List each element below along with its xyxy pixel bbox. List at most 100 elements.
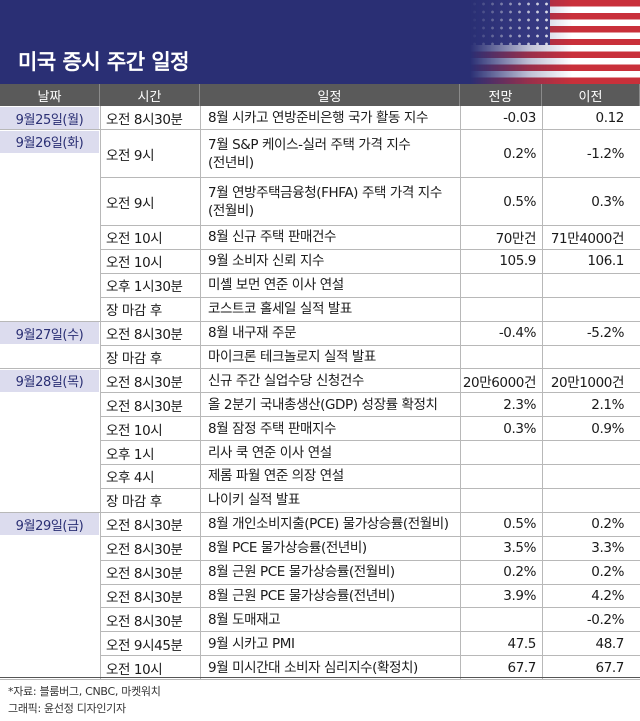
row-divider [100, 631, 640, 633]
date-label: 9월28일(목) [0, 369, 99, 392]
forecast-cell: 0.2% [503, 145, 536, 162]
row-divider [100, 607, 640, 609]
table-row: 오전 9시 7월 연방주택금융청(FHFA) 주택 가격 지수 (전월비) 0.5% 0… [0, 178, 640, 226]
previous-cell: 20만1000건 [550, 374, 625, 391]
time-cell: 오전 8시30분 [106, 566, 183, 583]
row-divider [100, 392, 640, 394]
table-row: 오전 8시30분 8월 근원 PCE 물가상승률(전월비) 0.2% 0.2% [0, 560, 640, 584]
column-header-date: 날짜 [0, 84, 100, 106]
table-row: 오전 10시 9월 소비자 신뢰 지수 105.9 106.1 [0, 249, 640, 273]
time-cell: 오전 8시30분 [106, 111, 183, 128]
previous-cell: 4.2% [591, 587, 624, 604]
event-cell: 제롬 파월 연준 의장 연설 [208, 468, 344, 485]
previous-cell [542, 488, 640, 512]
forecast-cell: 70만건 [495, 231, 537, 248]
previous-cell [542, 441, 640, 465]
time-cell: 장 마감 후 [106, 494, 162, 511]
row-divider [100, 535, 640, 537]
event-cell: 8월 도매재고 [208, 611, 281, 628]
table-row: 오전 8시30분 8월 내구재 주문 -0.4% -5.2% [0, 321, 640, 345]
time-cell: 오전 8시30분 [106, 542, 183, 559]
forecast-cell: 0.2% [503, 564, 536, 581]
event-cell: 미셸 보먼 연준 이사 연설 [208, 277, 344, 294]
event-cell: 9월 소비자 신뢰 지수 [208, 253, 325, 270]
forecast-cell [460, 273, 542, 297]
previous-cell: 67.7 [595, 659, 625, 676]
table-row: 장 마감 후 마이크론 테크놀로지 실적 발표 [0, 345, 640, 369]
row-divider [100, 416, 640, 418]
event-cell: 코스트코 홀세일 실적 발표 [208, 301, 352, 318]
table-row: 오전 10시 8월 신규 주택 판매건수 70만건 71만4000건 [0, 226, 640, 250]
event-line-2: (전월비) [208, 202, 254, 219]
forecast-cell: 67.7 [507, 659, 537, 676]
event-cell: 8월 잠정 주택 판매지수 [208, 420, 337, 437]
time-cell: 오후 4시 [106, 470, 155, 487]
time-cell: 오전 10시 [106, 661, 163, 678]
column-header-forecast: 전망 [460, 84, 542, 106]
row-divider [100, 368, 640, 370]
table-row: 오전 10시 9월 미시간대 소비자 심리지수(확정치) 67.7 67.7 [0, 656, 640, 680]
time-cell: 오전 9시 [106, 147, 155, 164]
event-cell: 8월 근원 PCE 물가상승률(전월비) [208, 564, 395, 581]
event-cell: 8월 PCE 물가상승률(전년비) [208, 540, 367, 557]
forecast-cell: 0.5% [503, 516, 536, 533]
table-row: 오전 8시30분 8월 개인소비지출(PCE) 물가상승률(전월비) 0.5% 0.2… [0, 512, 640, 536]
column-header-previous: 이전 [542, 84, 640, 106]
previous-cell: 71만4000건 [550, 231, 625, 248]
previous-cell: 3.3% [591, 540, 624, 557]
date-label: 9월26일(화) [0, 130, 99, 153]
time-cell: 오전 10시 [106, 231, 163, 248]
previous-cell [542, 345, 640, 369]
column-header-event: 일정 [200, 84, 460, 106]
event-cell: 8월 개인소비지출(PCE) 물가상승률(전월비) [208, 516, 449, 533]
date-label: 9월25일(월) [0, 107, 99, 129]
event-cell: 8월 신규 주택 판매건수 [208, 229, 337, 246]
time-cell: 오전 8시30분 [106, 374, 183, 391]
row-divider [100, 679, 640, 681]
table-row: 오전 8시30분 8월 근원 PCE 물가상승률(전년비) 3.9% 4.2% [0, 584, 640, 608]
time-cell: 오후 1시 [106, 446, 155, 463]
table-row: 오전 8시30분 8월 도매재고 -0.2% [0, 608, 640, 632]
time-cell: 장 마감 후 [106, 350, 162, 367]
event-cell: 7월 연방주택금융청(FHFA) 주택 가격 지수 (전월비) [200, 178, 460, 226]
forecast-cell [460, 465, 542, 489]
forecast-cell [460, 297, 542, 321]
forecast-cell: -0.03 [503, 109, 536, 126]
group-divider [0, 511, 100, 513]
column-divider [99, 106, 101, 680]
forecast-cell: 3.9% [503, 587, 536, 604]
row-divider [100, 296, 640, 298]
previous-cell: 0.9% [591, 420, 624, 437]
row-divider [100, 487, 640, 489]
event-cell: 9월 미시간대 소비자 심리지수(확정치) [208, 659, 418, 676]
forecast-cell [460, 441, 542, 465]
group-divider [0, 129, 100, 131]
row-divider [100, 655, 640, 657]
event-cell: 나이키 실적 발표 [208, 492, 300, 509]
table-row: 오전 8시30분 올 2분기 국내총생산(GDP) 성장률 확정치 2.3% 2.1% [0, 393, 640, 417]
graphic-credit: 그래픽: 윤선정 디자인기자 [8, 702, 126, 715]
forecast-cell: 0.5% [503, 193, 536, 210]
event-cell: 7월 S&P 케이스-실러 주택 가격 지수 (전년비) [200, 130, 460, 178]
column-divider [541, 106, 543, 680]
time-cell: 오전 10시 [106, 422, 163, 439]
table-row: 오전 8시30분 8월 PCE 물가상승률(전년비) 3.5% 3.3% [0, 536, 640, 560]
table-bottom-border [0, 677, 640, 678]
table-row: 오후 4시 제롬 파월 연준 의장 연설 [0, 465, 640, 489]
time-cell: 오전 10시 [106, 255, 163, 272]
group-divider [0, 679, 100, 681]
table-row: 오전 8시30분 신규 주간 실업수당 신청건수 20만6000건 20만1000건 [0, 369, 640, 393]
table-row: 오전 8시30분 8월 시카고 연방준비은행 국가 활동 지수 -0.03 0.12 [0, 106, 640, 130]
previous-cell: 0.12 [595, 109, 625, 126]
row-divider [100, 225, 640, 226]
time-cell: 오전 8시30분 [106, 398, 183, 415]
forecast-cell: 0.3% [503, 420, 536, 437]
time-cell: 오전 8시30분 [106, 518, 183, 535]
forecast-cell: 105.9 [499, 253, 536, 270]
event-cell: 8월 근원 PCE 물가상승률(전년비) [208, 587, 395, 604]
row-divider [100, 248, 640, 250]
event-cell: 마이크론 테크놀로지 실적 발표 [208, 348, 376, 365]
row-divider [100, 511, 640, 513]
us-flag-image [470, 0, 640, 84]
previous-cell [542, 297, 640, 321]
